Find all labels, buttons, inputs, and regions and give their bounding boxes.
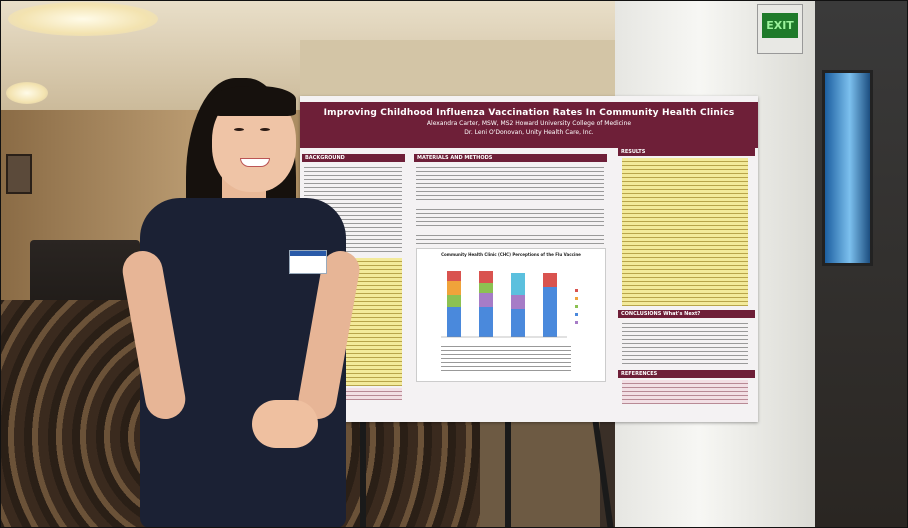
ceiling-light (6, 82, 48, 104)
easel-leg (360, 420, 366, 528)
section-results-heading: RESULTS (618, 148, 755, 156)
bar-4 (543, 273, 557, 337)
section-conclusions-heading: CONCLUSIONS What's Next? (618, 310, 755, 318)
person-hair-top (212, 86, 296, 116)
exit-sign: EXIT (757, 4, 803, 54)
name-badge (289, 250, 327, 274)
person-clasped-hands (252, 400, 318, 448)
conclusions-text (622, 320, 748, 366)
poster-authors-line1: Alexandra Carter, MSW, MS2 Howard Univer… (426, 120, 632, 127)
methods-text (416, 164, 604, 202)
background-footer (340, 388, 402, 400)
section-methods-heading: MATERIALS AND METHODS (414, 154, 607, 162)
section-references-heading: REFERENCES (618, 370, 755, 378)
results-text (622, 158, 748, 306)
person-smile (240, 158, 270, 167)
poster-authors-line2: Dr. Leni O'Donovan, Unity Health Care, I… (464, 129, 594, 136)
window (822, 70, 873, 266)
wall-picture (6, 154, 32, 194)
bar-1 (447, 271, 461, 337)
methods-text-3 (416, 232, 604, 246)
section-background-heading: BACKGROUND (302, 154, 405, 162)
bar-2 (479, 271, 493, 337)
bar-3 (511, 273, 525, 337)
references-text (622, 380, 748, 404)
poster-chart-title: Community Health Clinic (CHC) Perception… (441, 252, 581, 257)
ceiling-light (8, 2, 158, 36)
exit-sign-text: EXIT (762, 13, 798, 38)
poster-title: Improving Childhood Influenza Vaccinatio… (323, 108, 735, 118)
easel-leg (505, 420, 511, 528)
chart-legend (575, 289, 578, 324)
poster-bar-chart (441, 271, 578, 373)
poster-header: Improving Childhood Influenza Vaccinatio… (300, 102, 758, 148)
poster-chart: Community Health Clinic (CHC) Perception… (416, 248, 606, 382)
methods-text-2 (416, 206, 604, 228)
chart-category-text (441, 345, 571, 373)
person-eyes (230, 128, 276, 134)
research-poster: Improving Childhood Influenza Vaccinatio… (300, 96, 758, 422)
